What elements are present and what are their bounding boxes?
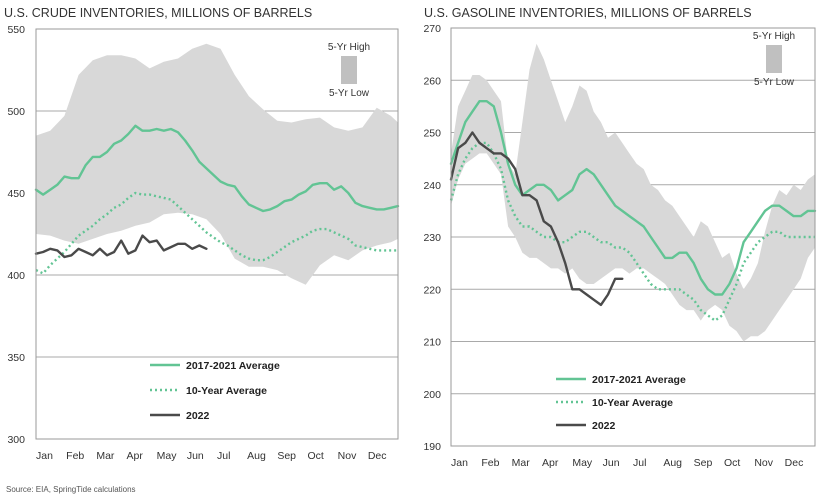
x-tick-label: Jan [36,450,53,462]
x-tick-label: Feb [481,457,499,469]
x-tick-label: Jun [603,457,620,469]
x-tick-label: Nov [754,457,773,469]
band-legend-high: 5-Yr High [753,31,795,42]
x-tick-label: Jun [187,450,204,462]
series-line-2 [449,131,624,307]
legend-label-1: 10-Year Average [186,385,267,397]
band-legend-low: 5-Yr Low [754,77,795,88]
legend-label-1: 10-Year Average [592,397,673,409]
y-tick-label: 350 [7,352,25,364]
series-line-0 [34,124,400,213]
x-tick-label: May [572,457,593,469]
y-tick-label: 200 [423,389,441,401]
five-year-range-band [36,43,398,285]
crude-chart-panel: U.S. CRUDE INVENTORIES, MILLIONS OF BARR… [4,6,400,462]
x-tick-label: Aug [663,457,682,469]
y-tick-label: 260 [423,75,441,87]
y-tick-label: 400 [7,270,25,282]
x-tick-label: Aug [247,450,266,462]
x-tick-label: Dec [785,457,804,469]
plot-frame [35,28,399,440]
chart-title: U.S. GASOLINE INVENTORIES, MILLIONS OF B… [424,6,752,20]
y-tick-label: 500 [7,106,25,118]
chart-title: U.S. CRUDE INVENTORIES, MILLIONS OF BARR… [4,6,312,20]
legend-label-0: 2017-2021 Average [592,374,686,386]
band-legend-swatch [341,56,357,84]
x-tick-label: Apr [542,457,559,469]
y-tick-label: 550 [7,24,25,36]
y-tick-label: 230 [423,232,441,244]
x-tick-label: May [157,450,178,462]
y-tick-label: 240 [423,180,441,192]
y-tick-label: 220 [423,284,441,296]
x-tick-label: Oct [724,457,740,469]
x-tick-label: Mar [512,457,531,469]
five-year-range-band [451,43,815,342]
band-legend-high: 5-Yr High [328,42,370,53]
series-line-2 [34,234,208,259]
series-line-0 [449,100,817,296]
x-tick-label: Nov [338,450,357,462]
band-legend-low: 5-Yr Low [329,88,370,99]
plot-frame [450,27,816,447]
legend-label-2: 2022 [186,410,210,422]
y-tick-label: 270 [423,23,441,35]
legend-label-2: 2022 [592,420,616,432]
x-tick-label: Apr [127,450,144,462]
y-tick-label: 190 [423,441,441,453]
gasoline-chart-panel: U.S. GASOLINE INVENTORIES, MILLIONS OF B… [423,6,817,469]
x-tick-label: Mar [96,450,115,462]
y-tick-label: 250 [423,128,441,140]
band-legend-swatch [766,45,782,73]
x-tick-label: Feb [66,450,84,462]
series-line-1 [35,191,398,275]
x-tick-label: Oct [308,450,324,462]
x-tick-label: Dec [368,450,387,462]
x-tick-label: Jul [217,450,230,462]
x-tick-label: Sep [694,457,713,469]
x-tick-label: Sep [277,450,296,462]
legend-label-0: 2017-2021 Average [186,360,280,372]
y-tick-label: 450 [7,188,25,200]
y-tick-label: 300 [7,434,25,446]
x-tick-label: Jan [451,457,468,469]
y-tick-label: 210 [423,337,441,349]
source-note: Source: EIA, SpringTide calculations [6,485,136,494]
x-tick-label: Jul [633,457,646,469]
